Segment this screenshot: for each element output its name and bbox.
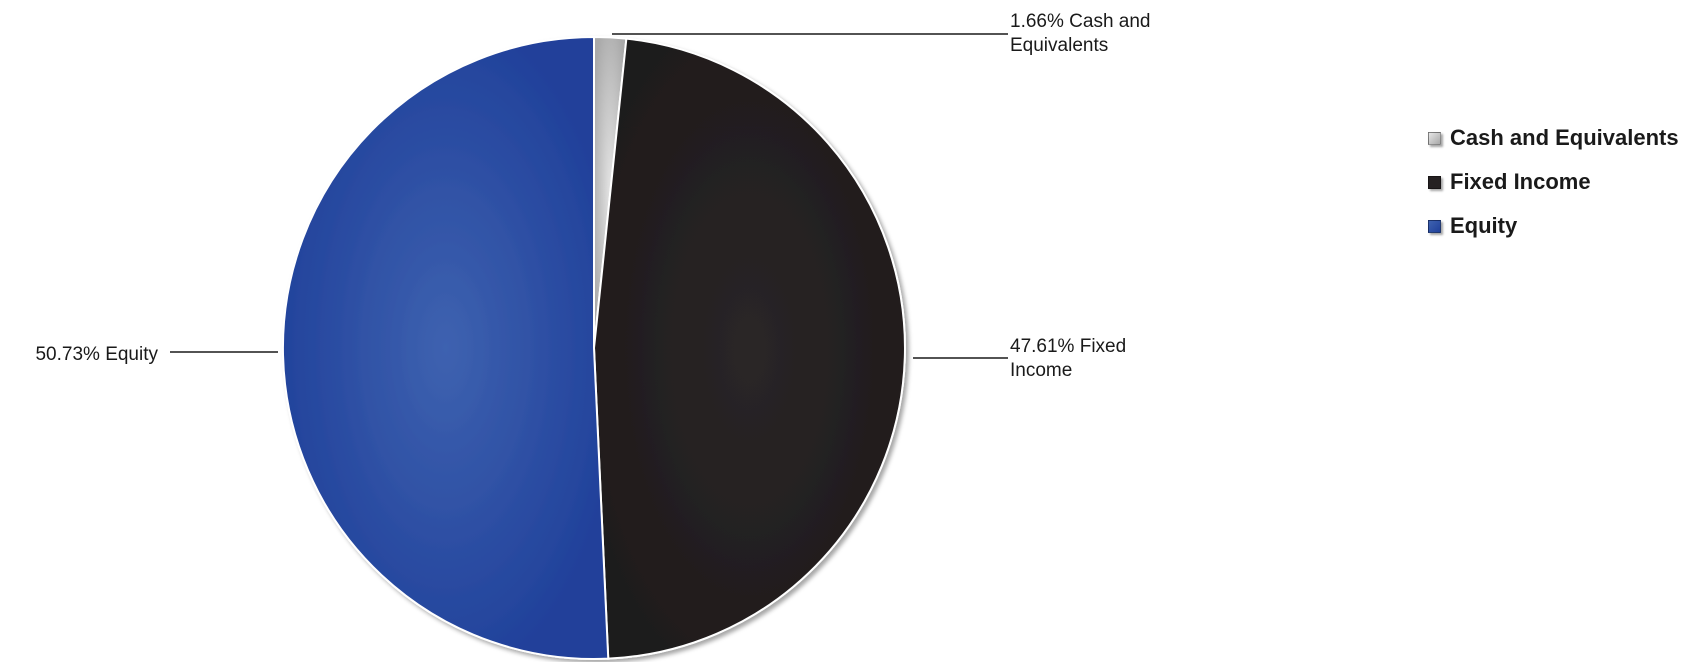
legend-swatch-equity xyxy=(1428,220,1441,233)
pie-slice-fixed-income[interactable] xyxy=(594,39,905,659)
legend-item-equity[interactable]: Equity xyxy=(1428,204,1679,248)
slice-label-line: Equivalents xyxy=(1010,35,1108,56)
legend-label: Equity xyxy=(1450,213,1517,239)
legend-label: Cash and Equivalents xyxy=(1450,125,1679,151)
slice-label-fixed-income: 47.61% Fixed Income xyxy=(1010,336,1126,381)
slice-label-line: Income xyxy=(1010,360,1072,381)
slice-label-line: 50.73% Equity xyxy=(35,344,158,365)
slice-label-line: 1.66% Cash and xyxy=(1010,11,1151,32)
legend-item-fixed-income[interactable]: Fixed Income xyxy=(1428,160,1679,204)
legend: Cash and Equivalents Fixed Income Equity xyxy=(1428,116,1679,248)
pie-slice-equity[interactable] xyxy=(283,37,608,659)
legend-label: Fixed Income xyxy=(1450,169,1591,195)
legend-swatch-fixed-income xyxy=(1428,176,1441,189)
slice-label-equity: 50.73% Equity xyxy=(35,344,158,365)
slice-label-cash: 1.66% Cash and Equivalents xyxy=(1010,11,1151,56)
slice-label-line: 47.61% Fixed xyxy=(1010,336,1126,357)
legend-item-cash[interactable]: Cash and Equivalents xyxy=(1428,116,1679,160)
legend-swatch-cash xyxy=(1428,132,1441,145)
